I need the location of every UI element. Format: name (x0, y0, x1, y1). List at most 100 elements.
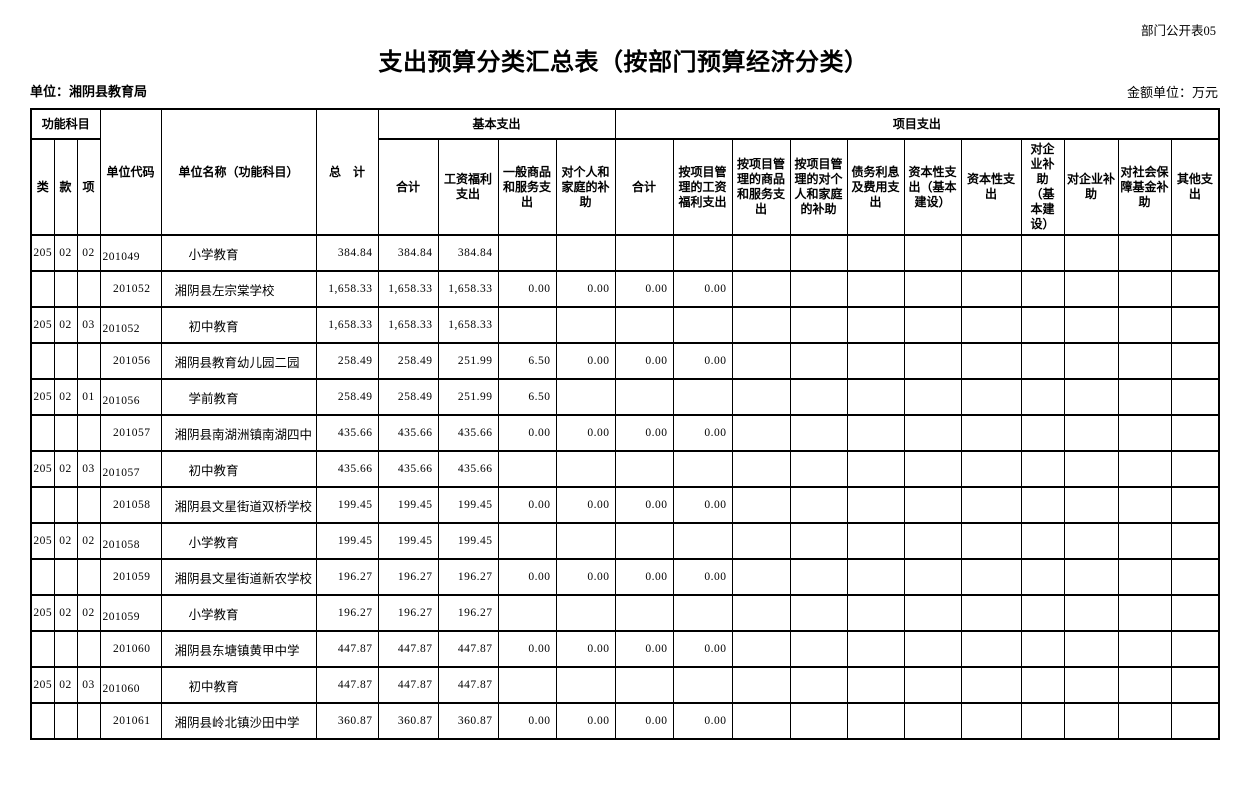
cell-value: 1,658.33 (437, 306, 499, 344)
cell-value (731, 270, 791, 308)
cell-class: 205 (30, 306, 55, 344)
cell-value: 258.49 (377, 342, 439, 380)
cell-class: 205 (30, 234, 55, 272)
cell-value (789, 234, 848, 272)
cell-value (555, 666, 616, 704)
cell-item (76, 558, 101, 596)
cell-value: 0.00 (672, 558, 733, 596)
cell-value (789, 666, 848, 704)
cell-unit-name: 湘阴县文星街道双桥学校 (160, 486, 317, 524)
cell-value (1020, 594, 1065, 632)
cell-value: 258.49 (377, 378, 439, 416)
cell-unit-code: 201058 (99, 486, 162, 524)
cell-section (53, 702, 78, 740)
cell-value: 0.00 (614, 486, 674, 524)
cell-value (846, 342, 905, 380)
cell-value (903, 630, 962, 668)
cell-value: 199.45 (377, 486, 439, 524)
cell-unit-code: 201052 (99, 270, 162, 308)
cell-value (555, 522, 616, 560)
cell-value (1117, 522, 1172, 560)
cell-unit-name: 湘阴县文星街道新农学校 (160, 558, 317, 596)
cell-value (497, 594, 557, 632)
cell-unit-name: 小学教育 (160, 234, 317, 272)
cell-value: 1,658.33 (315, 306, 379, 344)
cell-item: 02 (76, 234, 101, 272)
col-header-social-security-fund-subsidy: 对社会保障基金补助 (1117, 138, 1172, 236)
cell-value: 447.87 (437, 666, 499, 704)
cell-value (555, 306, 616, 344)
cell-value (1117, 594, 1172, 632)
cell-value (1020, 450, 1065, 488)
cell-value (672, 450, 733, 488)
cell-value (1020, 630, 1065, 668)
cell-value: 0.00 (555, 702, 616, 740)
cell-value (672, 306, 733, 344)
cell-value (903, 270, 962, 308)
col-header-unit-name: 单位名称（功能科目） (160, 108, 317, 236)
cell-class (30, 270, 55, 308)
cell-value: 0.00 (614, 558, 674, 596)
cell-value (614, 450, 674, 488)
table-row: 201060 湘阴县东塘镇黄甲中学 447.87 447.87 447.87 0.00 0.… (30, 630, 1220, 668)
col-header-unit-code: 单位代码 (99, 108, 162, 236)
cell-value (960, 270, 1022, 308)
cell-value: 435.66 (315, 450, 379, 488)
cell-value (1117, 486, 1172, 524)
cell-unit-name: 湘阴县南湖洲镇南湖四中 (160, 414, 317, 452)
cell-value (1063, 270, 1119, 308)
cell-value (846, 270, 905, 308)
cell-value: 0.00 (614, 270, 674, 308)
cell-value: 447.87 (377, 666, 439, 704)
table-row: 201059 湘阴县文星街道新农学校 196.27 196.27 196.27 0.00 0… (30, 558, 1220, 596)
cell-section (53, 414, 78, 452)
cell-value: 0.00 (497, 414, 557, 452)
cell-unit-code: 201057 (99, 450, 162, 488)
cell-value (789, 450, 848, 488)
cell-unit-code: 201056 (99, 342, 162, 380)
cell-class (30, 414, 55, 452)
cell-class: 205 (30, 378, 55, 416)
table-row: 205 02 02 201058 小学教育 199.45 199.45 199.45 (30, 522, 1220, 560)
amount-unit-label: 金额单位：万元 (1126, 85, 1218, 100)
cell-unit-name: 湘阴县左宗棠学校 (160, 270, 317, 308)
cell-value: 435.66 (437, 414, 499, 452)
cell-value (1063, 234, 1119, 272)
cell-value: 360.87 (315, 702, 379, 740)
cell-value: 447.87 (315, 666, 379, 704)
col-header-enterprise-subsidy: 对企业补助 (1063, 138, 1119, 236)
cell-value: 258.49 (315, 342, 379, 380)
col-header-basic-expenditure-group: 基本支出 (377, 108, 616, 140)
cell-value: 0.00 (672, 270, 733, 308)
table-row: 205 02 03 201060 初中教育 447.87 447.87 447.87 (30, 666, 1220, 704)
cell-item: 02 (76, 594, 101, 632)
cell-unit-name: 湘阴县教育幼儿园二园 (160, 342, 317, 380)
cell-value: 435.66 (377, 414, 439, 452)
cell-value: 0.00 (497, 270, 557, 308)
table-body: 205 02 02 201049 小学教育 384.84 384.84 384.84 20105… (30, 234, 1220, 740)
cell-unit-name: 初中教育 (160, 666, 317, 704)
cell-value: 6.50 (497, 342, 557, 380)
col-header-goods-services: 一般商品和服务支出 (497, 138, 557, 236)
cell-value: 0.00 (555, 558, 616, 596)
col-header-debt-interest-fees: 债务利息及费用支出 (846, 138, 905, 236)
cell-item: 03 (76, 450, 101, 488)
cell-value: 1,658.33 (377, 270, 439, 308)
cell-value (960, 666, 1022, 704)
budget-table: 功能科目 单位代码 单位名称（功能科目） 总 计 基本支出 项目支出 类 款 项… (30, 108, 1221, 740)
cell-value (731, 522, 791, 560)
cell-section (53, 630, 78, 668)
cell-unit-code: 201057 (99, 414, 162, 452)
cell-value (1020, 306, 1065, 344)
cell-value: 1,658.33 (437, 270, 499, 308)
cell-value (731, 630, 791, 668)
cell-value: 0.00 (555, 414, 616, 452)
cell-value (1117, 450, 1172, 488)
cell-value (1063, 594, 1119, 632)
cell-value: 0.00 (672, 486, 733, 524)
cell-value (614, 306, 674, 344)
cell-value (846, 522, 905, 560)
cell-value (846, 558, 905, 596)
cell-value (1020, 666, 1065, 704)
